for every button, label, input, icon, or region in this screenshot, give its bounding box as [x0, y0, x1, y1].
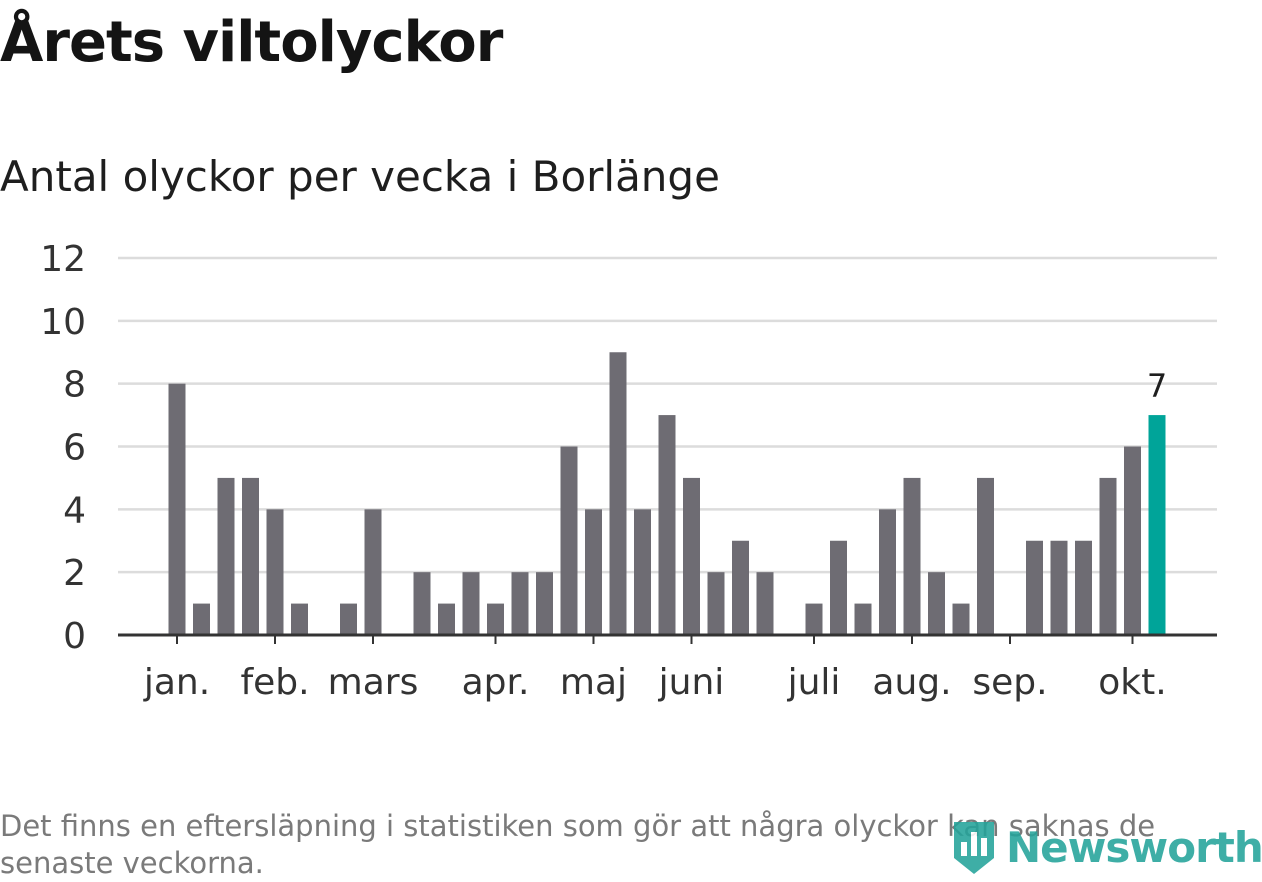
bar — [1050, 540, 1068, 635]
x-tick-label: mars — [328, 662, 419, 703]
bar — [658, 415, 676, 635]
bar — [364, 509, 382, 635]
bars — [168, 352, 1166, 635]
y-tick-label: 2 — [63, 553, 86, 594]
bar — [487, 603, 504, 635]
x-tick-label: juni — [658, 662, 725, 703]
bar — [511, 572, 529, 635]
x-tick-label: maj — [560, 662, 627, 703]
bar — [291, 603, 308, 635]
bar-chart-shield-icon — [954, 822, 994, 874]
x-axis: jan. feb. mars apr. maj juni juli aug. sep. okt. — [118, 633, 1217, 703]
bar — [1099, 477, 1117, 635]
bar — [1026, 540, 1043, 635]
bar — [609, 352, 627, 635]
bar — [683, 477, 700, 635]
chart-subtitle: Antal olyckor per vecka i Borlänge — [0, 152, 720, 201]
bar — [732, 540, 749, 635]
y-tick-label: 0 — [63, 616, 86, 657]
bar — [830, 540, 847, 635]
chart-title: Årets viltolyckor — [0, 10, 503, 75]
bar — [805, 603, 823, 635]
y-tick-label: 6 — [63, 428, 86, 469]
x-tick-label: apr. — [462, 662, 530, 703]
logo-text: Newsworthy — [1006, 822, 1262, 872]
bar — [928, 572, 945, 635]
y-tick-label: 8 — [63, 365, 86, 406]
bar — [1075, 540, 1092, 635]
x-tick-label: sep. — [972, 662, 1047, 703]
bar — [585, 509, 602, 635]
data-labels: 7 — [1147, 367, 1167, 405]
bar — [707, 572, 725, 635]
bar-chart: 0 2 4 6 8 10 12 jan. feb. mars apr. maj juni juli aug… — [40, 239, 1217, 703]
bar — [438, 603, 455, 635]
bar — [634, 509, 651, 635]
bar — [266, 509, 284, 635]
bar-current-week — [1148, 415, 1166, 635]
x-tick-label: feb. — [240, 662, 309, 703]
bar — [217, 477, 235, 635]
x-tick-label: aug. — [872, 662, 951, 703]
bar — [560, 446, 578, 635]
bar — [977, 477, 994, 635]
bar — [242, 477, 259, 635]
bar — [193, 603, 210, 635]
newsworthy-logo: Newsworthy — [950, 818, 1262, 876]
x-tick-label: okt. — [1098, 662, 1166, 703]
data-label-current-week: 7 — [1147, 367, 1167, 405]
bar — [462, 572, 480, 635]
y-tick-label: 12 — [40, 239, 86, 280]
y-axis-ticks: 0 2 4 6 8 10 12 — [40, 239, 86, 657]
x-tick-label: juli — [787, 662, 841, 703]
y-tick-label: 4 — [63, 490, 86, 531]
bar — [1124, 446, 1141, 635]
bar — [854, 603, 872, 635]
bar — [952, 603, 970, 635]
bar — [340, 603, 357, 635]
x-tick-label: jan. — [143, 662, 210, 703]
bar — [879, 509, 896, 635]
bar — [756, 572, 774, 635]
bar — [536, 572, 553, 635]
y-tick-label: 10 — [40, 302, 86, 343]
bar — [903, 477, 921, 635]
bar — [168, 383, 186, 635]
bar — [413, 572, 431, 635]
